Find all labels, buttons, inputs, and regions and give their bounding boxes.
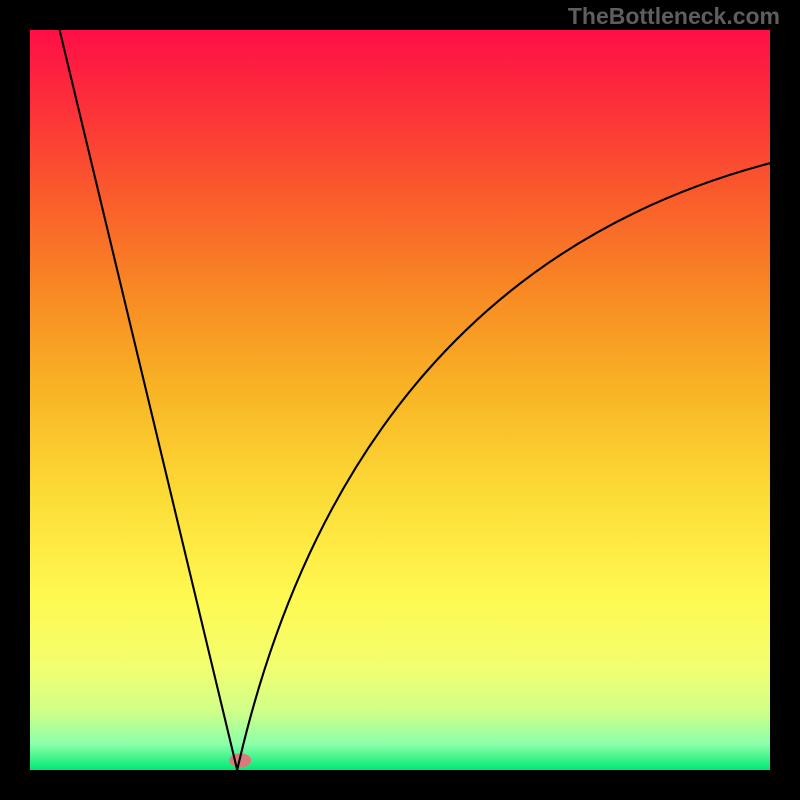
plot-background (30, 30, 770, 770)
chart-container: TheBottleneck.com (0, 0, 800, 800)
bottleneck-chart: TheBottleneck.com (0, 0, 800, 800)
watermark-text: TheBottleneck.com (568, 3, 780, 29)
